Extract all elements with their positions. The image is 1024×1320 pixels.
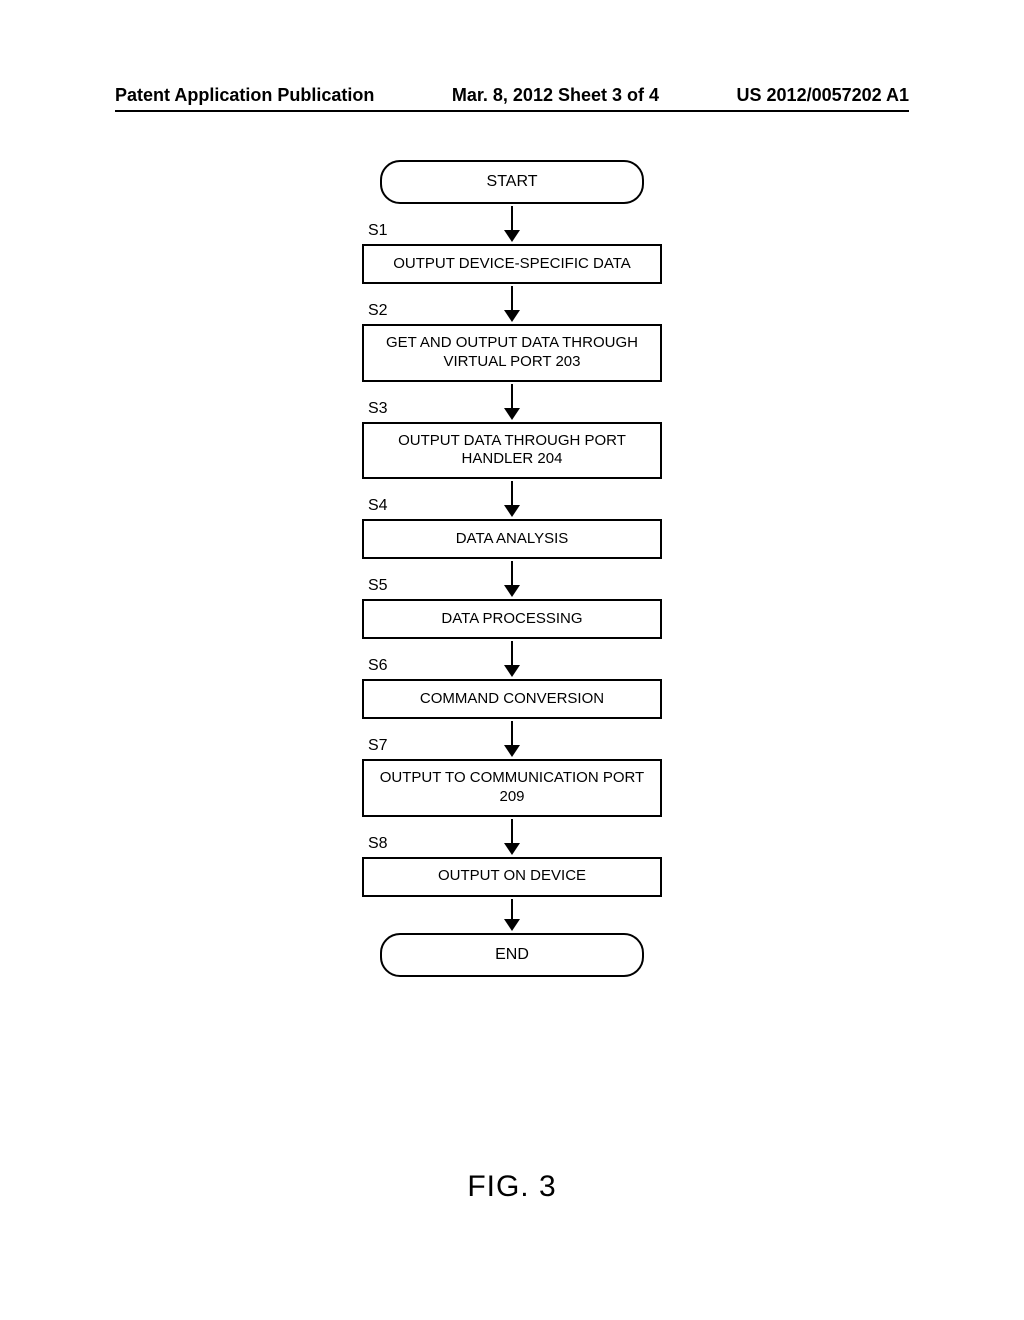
step-box: COMMAND CONVERSION [362, 679, 662, 719]
step-box: OUTPUT ON DEVICE [362, 857, 662, 897]
step-text: OUTPUT DEVICE-SPECIFIC DATA [393, 255, 631, 274]
arrow-icon [511, 899, 513, 929]
step-box: OUTPUT TO COMMUNICATION PORT 209 [362, 759, 662, 817]
step-text: COMMAND CONVERSION [420, 690, 604, 709]
arrow-icon [511, 384, 513, 418]
step-text: OUTPUT TO COMMUNICATION PORT 209 [370, 769, 654, 807]
step-label: S1 [368, 222, 388, 240]
flowchart: START S1 OUTPUT DEVICE-SPECIFIC DATA S2 … [0, 160, 1024, 977]
terminator-start: START [380, 160, 644, 204]
step-label: S5 [368, 577, 388, 595]
arrow-icon [511, 286, 513, 320]
step-label: S7 [368, 737, 388, 755]
step-s8: S8 OUTPUT ON DEVICE [362, 857, 662, 897]
arrow-icon [511, 641, 513, 675]
step-label: S4 [368, 497, 388, 515]
terminator-end-label: END [495, 946, 529, 964]
step-label: S3 [368, 400, 388, 418]
page-header: Patent Application Publication Mar. 8, 2… [115, 85, 909, 106]
terminator-end: END [380, 933, 644, 977]
terminator-start-label: START [487, 173, 538, 191]
step-text: DATA ANALYSIS [456, 530, 569, 549]
step-label: S8 [368, 835, 388, 853]
step-text: OUTPUT DATA THROUGH PORT HANDLER 204 [370, 432, 654, 470]
step-s1: S1 OUTPUT DEVICE-SPECIFIC DATA [362, 244, 662, 284]
step-s6: S6 COMMAND CONVERSION [362, 679, 662, 719]
figure-caption-text: FIG. 3 [467, 1170, 556, 1203]
step-box: DATA ANALYSIS [362, 519, 662, 559]
header-rule [115, 110, 909, 112]
step-label: S2 [368, 302, 388, 320]
arrow-icon [511, 819, 513, 853]
step-text: GET AND OUTPUT DATA THROUGH VIRTUAL PORT… [370, 334, 654, 372]
step-s7: S7 OUTPUT TO COMMUNICATION PORT 209 [362, 759, 662, 817]
arrow-icon [511, 206, 513, 240]
step-s4: S4 DATA ANALYSIS [362, 519, 662, 559]
step-box: DATA PROCESSING [362, 599, 662, 639]
header-center: Mar. 8, 2012 Sheet 3 of 4 [452, 85, 659, 106]
arrow-icon [511, 481, 513, 515]
step-box: OUTPUT DATA THROUGH PORT HANDLER 204 [362, 422, 662, 480]
step-text: DATA PROCESSING [441, 610, 582, 629]
figure-caption: FIG. 3 [0, 1170, 1024, 1204]
page: Patent Application Publication Mar. 8, 2… [0, 0, 1024, 1320]
step-s5: S5 DATA PROCESSING [362, 599, 662, 639]
step-s3: S3 OUTPUT DATA THROUGH PORT HANDLER 204 [362, 422, 662, 480]
step-s2: S2 GET AND OUTPUT DATA THROUGH VIRTUAL P… [362, 324, 662, 382]
step-box: OUTPUT DEVICE-SPECIFIC DATA [362, 244, 662, 284]
header-right: US 2012/0057202 A1 [737, 85, 909, 106]
arrow-icon [511, 721, 513, 755]
header-left: Patent Application Publication [115, 85, 374, 106]
step-box: GET AND OUTPUT DATA THROUGH VIRTUAL PORT… [362, 324, 662, 382]
step-text: OUTPUT ON DEVICE [438, 867, 586, 886]
step-label: S6 [368, 657, 388, 675]
arrow-icon [511, 561, 513, 595]
